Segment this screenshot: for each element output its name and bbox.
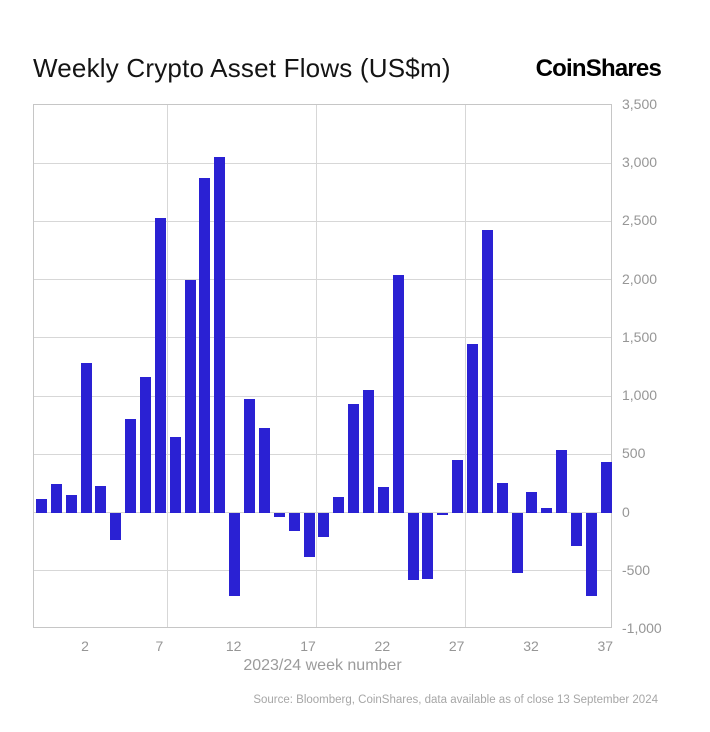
- bar-week-8: [169, 437, 181, 513]
- y-tick-label--1000: -1,000: [622, 620, 662, 636]
- bar-week-7: [154, 217, 166, 513]
- gridline-y-1000: [34, 395, 611, 397]
- gridline-y-3000: [34, 162, 611, 164]
- bar-week-13: [244, 399, 256, 513]
- bar-week-22: [377, 486, 389, 513]
- bar-week-2: [80, 362, 92, 513]
- y-tick-label-3500: 3,500: [622, 96, 658, 112]
- bar-week-11: [214, 156, 226, 513]
- bar-week-10: [199, 178, 211, 513]
- chart-title: Weekly Crypto Asset Flows (US$m): [33, 53, 451, 83]
- source-note: Source: Bloomberg, CoinShares, data avai…: [253, 694, 658, 706]
- bar-week-34: [556, 450, 568, 513]
- bar-week-37: [600, 461, 612, 513]
- bar-week-3: [95, 486, 107, 513]
- bar-week-20: [348, 404, 360, 513]
- bar-week-9: [184, 279, 196, 513]
- bar-week-5: [125, 418, 137, 513]
- y-tick-label-2500: 2,500: [622, 212, 658, 229]
- bar-week-15: [273, 512, 285, 517]
- bar-week-23: [392, 275, 404, 513]
- bar-week-35: [571, 512, 583, 547]
- bar-week-30: [496, 483, 508, 513]
- y-tick-label-1500: 1,500: [622, 328, 658, 345]
- bar-week-17: [303, 512, 315, 557]
- coinshares-logo: CoinShares: [535, 55, 662, 82]
- gridline-y-2000: [34, 279, 611, 281]
- bar-week-14: [258, 428, 270, 513]
- gridline-x-week-17.5: [315, 105, 317, 627]
- y-tick-label--500: -500: [622, 561, 651, 578]
- bar-week-12: [229, 512, 241, 597]
- bar-week-31: [511, 512, 523, 573]
- x-tick-label-17: 17: [300, 638, 316, 654]
- bar-week-1: [65, 494, 77, 513]
- y-tick-label-1000: 1,000: [622, 387, 658, 404]
- bar-week-6: [139, 377, 151, 513]
- bar-week-19: [333, 496, 345, 513]
- bar-week-0: [50, 484, 62, 513]
- plot-area: [33, 104, 612, 628]
- y-tick-label-2000: 2,000: [622, 270, 658, 287]
- x-axis-title: 2023/24 week number: [243, 657, 402, 674]
- gridline-y-2500: [34, 220, 611, 222]
- x-tick-label-27: 27: [448, 638, 465, 654]
- y-tick-label-0: 0: [622, 503, 630, 520]
- gridline-x-week-7.5: [167, 105, 169, 627]
- bar-week-36: [585, 512, 597, 597]
- bar-week-25: [422, 512, 434, 579]
- bar-week-21: [362, 390, 374, 513]
- x-tick-label-7: 7: [155, 638, 164, 654]
- bar-week--1: [35, 498, 47, 513]
- gridline-y-500: [34, 453, 611, 455]
- x-tick-label-22: 22: [374, 638, 391, 654]
- x-tick-label-12: 12: [225, 638, 242, 654]
- x-tick-label-32: 32: [523, 638, 539, 654]
- bar-week-18: [318, 512, 330, 537]
- x-tick-label-2: 2: [81, 638, 89, 654]
- gridline-y--500: [34, 570, 611, 572]
- bar-week-29: [481, 229, 493, 513]
- bar-week-4: [110, 512, 122, 540]
- bar-week-32: [526, 492, 538, 513]
- bar-week-28: [467, 344, 479, 513]
- x-tick-label-37: 37: [597, 638, 614, 654]
- gridline-x-week-27.5: [464, 105, 466, 627]
- bar-week-26: [437, 512, 449, 516]
- bar-week-16: [288, 512, 300, 531]
- gridline-y-1500: [34, 337, 611, 339]
- bar-week-33: [541, 507, 553, 513]
- y-tick-label-500: 500: [622, 445, 646, 462]
- bar-week-27: [452, 460, 464, 513]
- bar-week-24: [407, 512, 419, 581]
- y-tick-label-3000: 3,000: [622, 154, 658, 171]
